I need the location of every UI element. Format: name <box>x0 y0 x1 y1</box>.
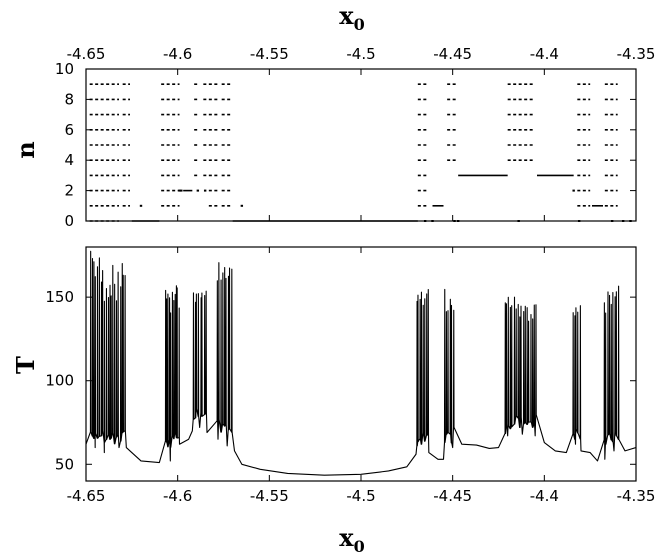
x-tick-label: -4.4 <box>530 487 559 505</box>
x-tick-label: -4.6 <box>163 487 192 505</box>
x-tick-label: -4.45 <box>433 487 472 505</box>
y-tick-label: 8 <box>64 90 74 108</box>
x-tick-label: -4.4 <box>530 45 559 63</box>
bottom-x-axis-title: x0 <box>339 523 364 556</box>
data-point <box>453 220 456 222</box>
x-tick-label: -4.55 <box>250 45 289 63</box>
top-x-axis-title: x0 <box>339 1 364 34</box>
x-tick-label: -4.65 <box>67 487 106 505</box>
data-point <box>423 220 427 222</box>
data-point <box>456 220 460 222</box>
y-tick-label: 150 <box>45 288 74 306</box>
bottom-y-axis-title: T <box>11 356 40 374</box>
x-tick-label: -4.35 <box>617 487 656 505</box>
x-tick-label: -4.6 <box>163 45 192 63</box>
x-tick-label: -4.35 <box>617 45 656 63</box>
data-point <box>203 189 207 192</box>
data-point <box>180 189 183 192</box>
y-tick-label: 10 <box>55 60 74 78</box>
top-y-axis-title: n <box>11 141 40 158</box>
data-point <box>629 220 632 222</box>
y-tick-label: 0 <box>64 212 74 230</box>
bottom-panel-t: -4.65 -4.6 -4.55 -4.5 -4.45 -4.4 -4.35 50 100 150 <box>45 246 656 505</box>
data-point <box>621 220 625 222</box>
data-point <box>196 189 200 192</box>
y-tick-label: 50 <box>55 455 74 473</box>
data-point <box>610 220 614 222</box>
x-tick-label: -4.5 <box>346 487 375 505</box>
x-tick-label: -4.55 <box>250 487 289 505</box>
data-point <box>240 204 244 207</box>
x-tick-label: -4.5 <box>346 45 375 63</box>
data-point <box>572 189 575 192</box>
y-tick-label: 6 <box>64 121 74 139</box>
top-panel-n: -4.65 -4.6 -4.55 -4.5 -4.45 -4.4 -4.35 0 2 4 6 8 10 <box>55 45 656 230</box>
x-tick-label: -4.45 <box>433 45 472 63</box>
data-line-t <box>85 250 637 476</box>
data-point <box>139 204 143 207</box>
x-tick-label: -4.65 <box>67 45 106 63</box>
data-point <box>178 189 181 192</box>
y-tick-label: 4 <box>64 151 74 169</box>
data-point <box>577 220 581 222</box>
data-point <box>431 220 434 222</box>
data-point <box>517 220 520 222</box>
y-tick-label: 2 <box>64 182 74 200</box>
y-tick-label: 100 <box>45 372 74 390</box>
